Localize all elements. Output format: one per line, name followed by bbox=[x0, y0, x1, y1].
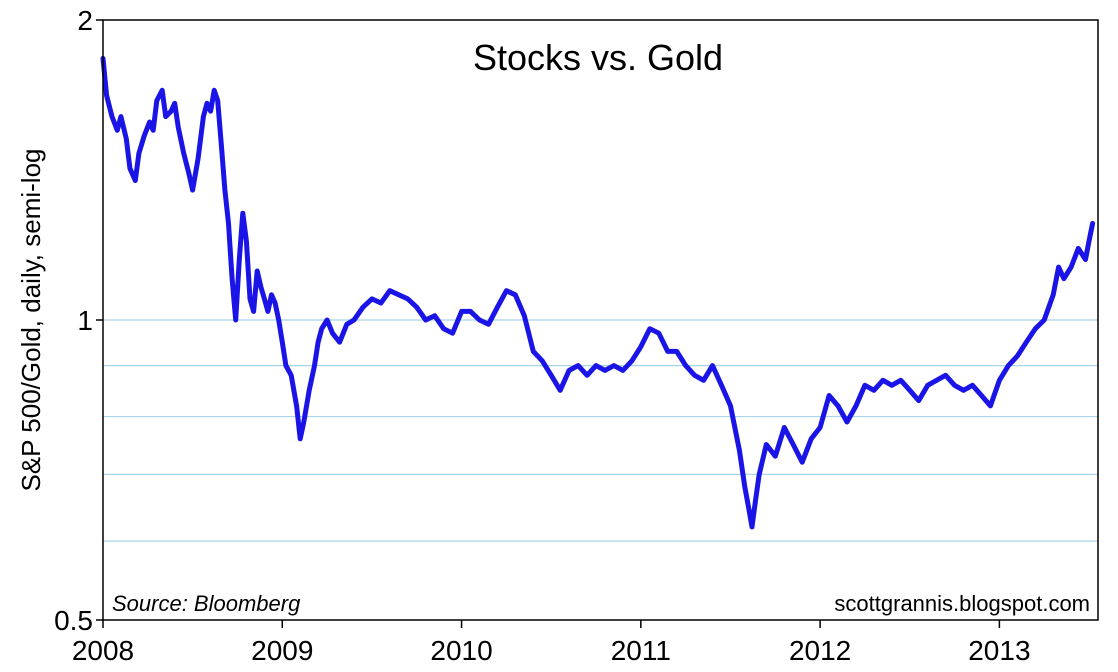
series-layer bbox=[100, 55, 1096, 530]
x-tick-label: 2009 bbox=[251, 635, 313, 666]
y-tick-label: 1 bbox=[77, 305, 93, 336]
y-ticks: 210.5 bbox=[54, 5, 103, 636]
x-tick-label: 2010 bbox=[430, 635, 492, 666]
y-tick-label: 0.5 bbox=[54, 605, 93, 636]
credit-note: scottgrannis.blogspot.com bbox=[834, 591, 1090, 616]
series-line-stocks-vs-gold bbox=[100, 55, 1096, 530]
chart-title: Stocks vs. Gold bbox=[473, 37, 723, 78]
y-axis-label: S&P 500/Gold, daily, semi-log bbox=[16, 149, 46, 492]
source-note: Source: Bloomberg bbox=[112, 591, 301, 616]
x-ticks: 2008 2009 2010 2011 2012 2013 bbox=[72, 620, 1031, 666]
x-tick-label: 2008 bbox=[72, 635, 134, 666]
y-tick-label: 2 bbox=[77, 5, 93, 36]
grid-lines bbox=[103, 319, 1098, 542]
x-tick-label: 2011 bbox=[611, 635, 671, 666]
x-tick-label: 2013 bbox=[968, 635, 1030, 666]
x-tick-label: 2012 bbox=[789, 635, 851, 666]
